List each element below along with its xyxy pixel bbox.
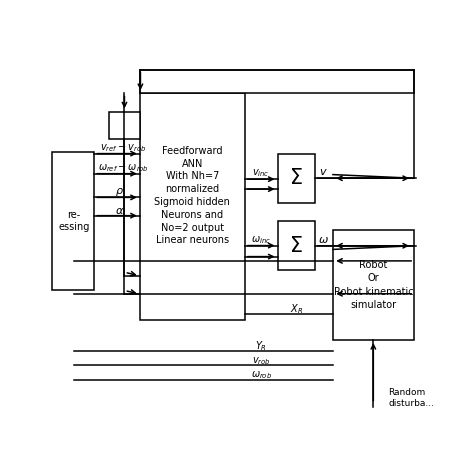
Bar bbox=[333, 230, 414, 340]
Bar bbox=[109, 112, 140, 139]
Text: Robot
Or
Robot kinematic
simulator: Robot Or Robot kinematic simulator bbox=[334, 260, 413, 310]
Text: $Y_R$: $Y_R$ bbox=[255, 339, 267, 353]
Bar bbox=[278, 154, 315, 203]
Text: Feedforward
ANN
With Nh=7
normalized
Sigmoid hidden
Neurons and
No=2 output
Line: Feedforward ANN With Nh=7 normalized Sig… bbox=[155, 146, 230, 246]
Text: $v$: $v$ bbox=[319, 167, 328, 177]
Text: $\omega_{inc}$: $\omega_{inc}$ bbox=[251, 234, 271, 246]
Text: $v_{ref}-v_{rob}$: $v_{ref}-v_{rob}$ bbox=[100, 142, 146, 154]
Text: $\rho$: $\rho$ bbox=[115, 186, 124, 198]
Bar bbox=[140, 93, 245, 319]
Text: re-
essing: re- essing bbox=[58, 210, 90, 232]
Bar bbox=[278, 221, 315, 270]
Text: Random
disturba...: Random disturba... bbox=[388, 388, 434, 408]
Text: $\Sigma$: $\Sigma$ bbox=[289, 236, 303, 256]
Text: $\alpha$: $\alpha$ bbox=[115, 206, 125, 216]
Text: $\omega_{ref}-\omega_{rob}$: $\omega_{ref}-\omega_{rob}$ bbox=[98, 162, 149, 174]
Text: $\omega_{rob}$: $\omega_{rob}$ bbox=[251, 370, 272, 382]
Text: $\omega$: $\omega$ bbox=[319, 235, 329, 245]
Text: $\Sigma$: $\Sigma$ bbox=[289, 168, 303, 188]
Bar bbox=[52, 152, 94, 291]
Text: $X_R$: $X_R$ bbox=[290, 302, 303, 316]
Text: $v_{inc}$: $v_{inc}$ bbox=[253, 167, 270, 179]
Bar bbox=[140, 70, 414, 93]
Text: $v_{rob}$: $v_{rob}$ bbox=[252, 355, 271, 367]
